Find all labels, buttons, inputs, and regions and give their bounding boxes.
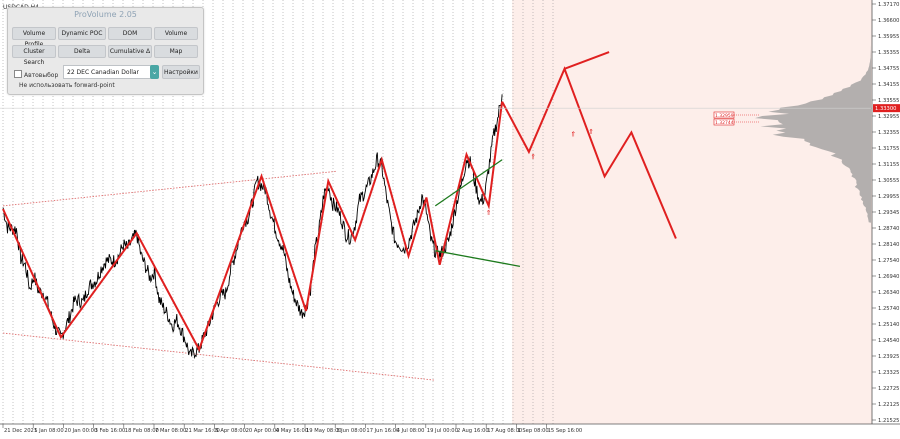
price-tick-label: 1.28140	[878, 242, 899, 248]
price-tick-label: 1.25740	[878, 306, 899, 312]
price-tick-label: 1.37170	[878, 2, 899, 8]
time-tick-label: 15 Sep 16:00	[548, 428, 583, 434]
price-tick-label: 1.28740	[878, 226, 899, 232]
current-price-box	[873, 104, 900, 113]
price-tick-label: 1.34155	[878, 82, 899, 88]
price-mark-label: 1.32744	[715, 120, 734, 126]
wave-line	[2, 101, 504, 352]
delta-button[interactable]: Delta	[58, 45, 106, 58]
time-tick-label: 5 Apr 08:00	[215, 428, 246, 434]
forecast-zone-background	[512, 0, 872, 424]
time-tick-label: 3 Jun 08:00	[336, 428, 366, 434]
price-mark-label: 1.32959	[715, 113, 734, 119]
dom-button[interactable]: DOM	[108, 27, 152, 40]
price-axis: 1.37170 1.36600 1.35955 1.35355 1.34755 1.341…	[872, 2, 900, 424]
dynamic-poc-button[interactable]: Dynamic POC	[58, 27, 106, 40]
channel-upper-line	[2, 170, 338, 207]
price-tick-label: 1.26940	[878, 274, 899, 280]
forecast-arrows: ⇑ ⇑ ⇑ ⇑	[486, 128, 594, 217]
settings-button[interactable]: Настройки	[162, 65, 200, 79]
time-tick-label: 17 Aug 08:00	[487, 428, 522, 434]
forecast-wave-line-alt	[564, 51, 610, 70]
price-tick-label: 1.33555	[878, 98, 899, 104]
price-tick-label: 1.35355	[878, 50, 899, 56]
price-tick-label: 1.30555	[878, 178, 899, 184]
forecast-arrow-icon: ⇑	[486, 209, 492, 217]
price-series	[2, 94, 503, 360]
price-tick-label: 1.21525	[878, 418, 899, 424]
trend-channel	[2, 170, 436, 381]
volume-button[interactable]: Volume	[154, 27, 198, 40]
time-tick-label: 4 Jul 08:00	[397, 428, 425, 434]
forecast-arrow-icon: ⇑	[530, 153, 536, 161]
time-tick-label: 3 Feb 16:00	[95, 428, 126, 434]
volume-profile-button[interactable]: Volume Profile	[12, 27, 56, 48]
time-tick-label: 21 Dec 2021	[4, 428, 37, 434]
checkbox-label: Автовыбор	[24, 72, 59, 79]
time-tick-label: 19 Jul 00:00	[427, 428, 458, 434]
price-tick-label: 1.23325	[878, 370, 899, 376]
time-tick-label: 20 Jan 00:00	[64, 428, 97, 434]
price-tick-label: 1.23925	[878, 354, 899, 360]
price-tick-label: 1.35955	[878, 34, 899, 40]
price-series-layer	[2, 94, 503, 360]
forecast-arrow-icon: ⇑	[570, 130, 576, 138]
price-tick-label: 1.36600	[878, 18, 899, 24]
time-tick-label: 20 Apr 00:00	[246, 428, 280, 434]
forecast-wave-line	[501, 66, 677, 239]
time-tick-label: 2 Aug 16:00	[457, 428, 489, 434]
time-tick-label: 17 Jun 16:00	[366, 428, 399, 434]
wedge-upper-line	[434, 159, 503, 207]
price-tick-label: 1.32955	[878, 114, 899, 120]
time-tick-label: 1 Sep 08:00	[517, 428, 548, 434]
provolume-panel: ProVolume 2.05 Volume Profile Dynamic PO…	[7, 7, 204, 95]
price-tick-label: 1.29345	[878, 210, 899, 216]
price-tick-label: 1.26340	[878, 290, 899, 296]
cluster-search-button[interactable]: Cluster Search	[12, 45, 56, 66]
price-tick-label: 1.24540	[878, 338, 899, 344]
wedge-lines	[434, 159, 521, 267]
time-tick-label: 18 Feb 08:00	[125, 428, 159, 434]
time-tick-label: 7 Mar 08:00	[155, 428, 186, 434]
volume-profile-shape	[755, 43, 871, 223]
auto-select-checkbox[interactable]: Автовыбор	[14, 70, 58, 79]
checkbox-box[interactable]	[14, 70, 22, 78]
channel-lower-line	[2, 332, 436, 381]
price-tick-label: 1.31155	[878, 162, 899, 168]
instrument-select[interactable]: 22 DEC Canadian Dollar	[63, 65, 153, 79]
price-tick-label: 1.25140	[878, 322, 899, 328]
current-price-label: 1.33300	[875, 106, 896, 112]
price-tick-label: 1.29955	[878, 194, 899, 200]
volume-profile	[755, 43, 871, 223]
price-tick-label: 1.34755	[878, 66, 899, 72]
cumulative-delta-button[interactable]: Cumulative Δ	[108, 45, 152, 58]
time-tick-label: 19 May 08:00	[306, 428, 342, 434]
wedge-lower-line	[435, 250, 521, 267]
price-tick-label: 1.32355	[878, 130, 899, 136]
forward-point-note: Не использовать forward-point	[19, 82, 115, 89]
time-tick-label: 5 Jan 08:00	[34, 428, 64, 434]
price-tick-label: 1.27540	[878, 258, 899, 264]
price-tick-label: 1.22125	[878, 402, 899, 408]
chevron-down-icon[interactable]: ⌄	[150, 65, 159, 79]
panel-title: ProVolume 2.05	[74, 10, 137, 19]
time-tick-label: 21 Mar 16:00	[185, 428, 220, 434]
map-button[interactable]: Map	[154, 45, 198, 58]
time-tick-label: 4 May 16:00	[276, 428, 308, 434]
forecast-arrow-icon: ⇑	[588, 128, 594, 136]
price-tick-label: 1.22725	[878, 386, 899, 392]
price-tick-label: 1.31755	[878, 146, 899, 152]
